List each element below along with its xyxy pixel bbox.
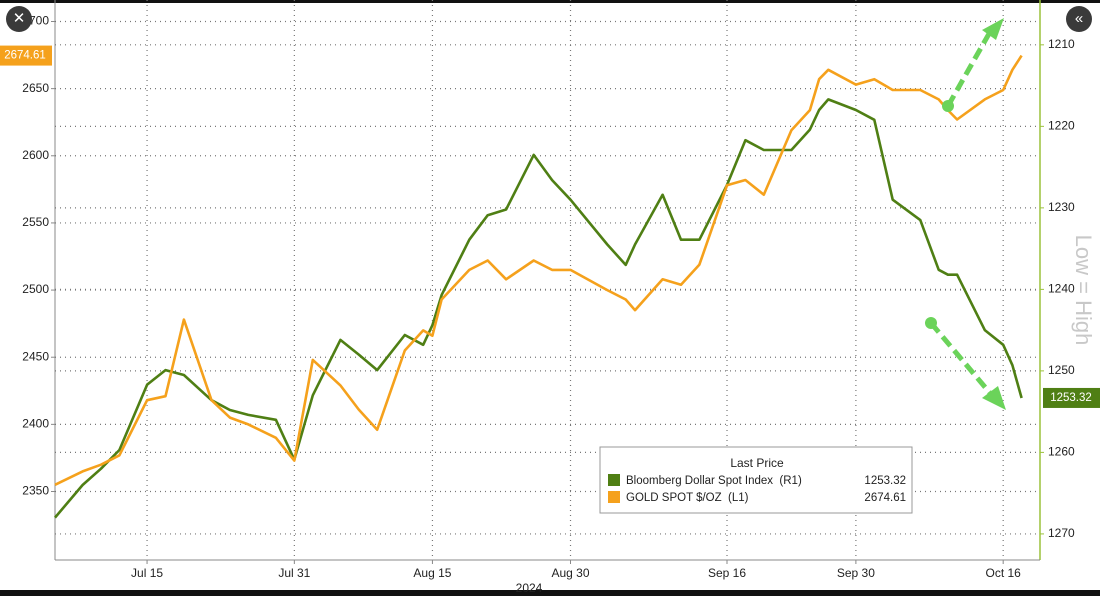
y2-tick-label: 1220 [1048,119,1075,133]
y-tick-label: 2650 [22,81,49,95]
x-tick-label: Aug 15 [413,566,451,580]
legend-title: Last Price [730,456,784,470]
y2-tick-label: 1240 [1048,282,1075,296]
legend-label: Bloomberg Dollar Spot Index (R1) [626,475,802,487]
x-tick-label: Jul 15 [131,566,163,580]
last-price-tag [1043,387,1100,408]
top-bar [0,0,1100,3]
x-tick-label: Jul 31 [278,566,310,580]
series-line [54,98,1023,519]
y-tick-label: 2450 [22,349,49,363]
y2-tick-label: 1270 [1048,526,1075,540]
y-tick-label: 2350 [22,484,49,498]
y2-tick-label: 1260 [1048,445,1075,459]
legend-swatch [608,491,620,503]
y-tick-label: 2550 [22,215,49,229]
y-tick-label: 2400 [22,417,49,431]
bottom-bar [0,590,1100,596]
last-price-tag [0,45,52,66]
legend-swatch [608,474,620,486]
close-button[interactable]: ✕ [6,6,32,32]
x-tick-label: Sep 30 [837,566,875,580]
y2-tick-label: 1210 [1048,37,1075,51]
arrows [925,18,1006,410]
x-tick-label: Aug 30 [551,566,589,580]
series-line [54,54,1023,486]
x-axis-label: 2024 [516,581,543,595]
y2-tick-label: 1250 [1048,363,1075,377]
legend-value: 1253.32 [864,475,906,487]
legend-label: GOLD SPOT $/OZ (L1) [626,492,749,504]
y2-tick-label: 1230 [1048,200,1075,214]
y-tick-label: 2600 [22,148,49,162]
x-tick-label: Oct 16 [985,566,1021,580]
annotation: Low = High [1071,235,1096,346]
legend: Last Price Bloomberg Dollar Spot Index (… [599,446,913,514]
last-price-label: 2674.61 [4,50,46,62]
legend-box [599,446,913,514]
legend-value: 2674.61 [864,492,906,504]
x-tick-label: Sep 16 [708,566,746,580]
last-price-label: 1253.32 [1050,392,1092,404]
collapse-button[interactable]: « [1066,6,1092,32]
y-tick-label: 2500 [22,282,49,296]
